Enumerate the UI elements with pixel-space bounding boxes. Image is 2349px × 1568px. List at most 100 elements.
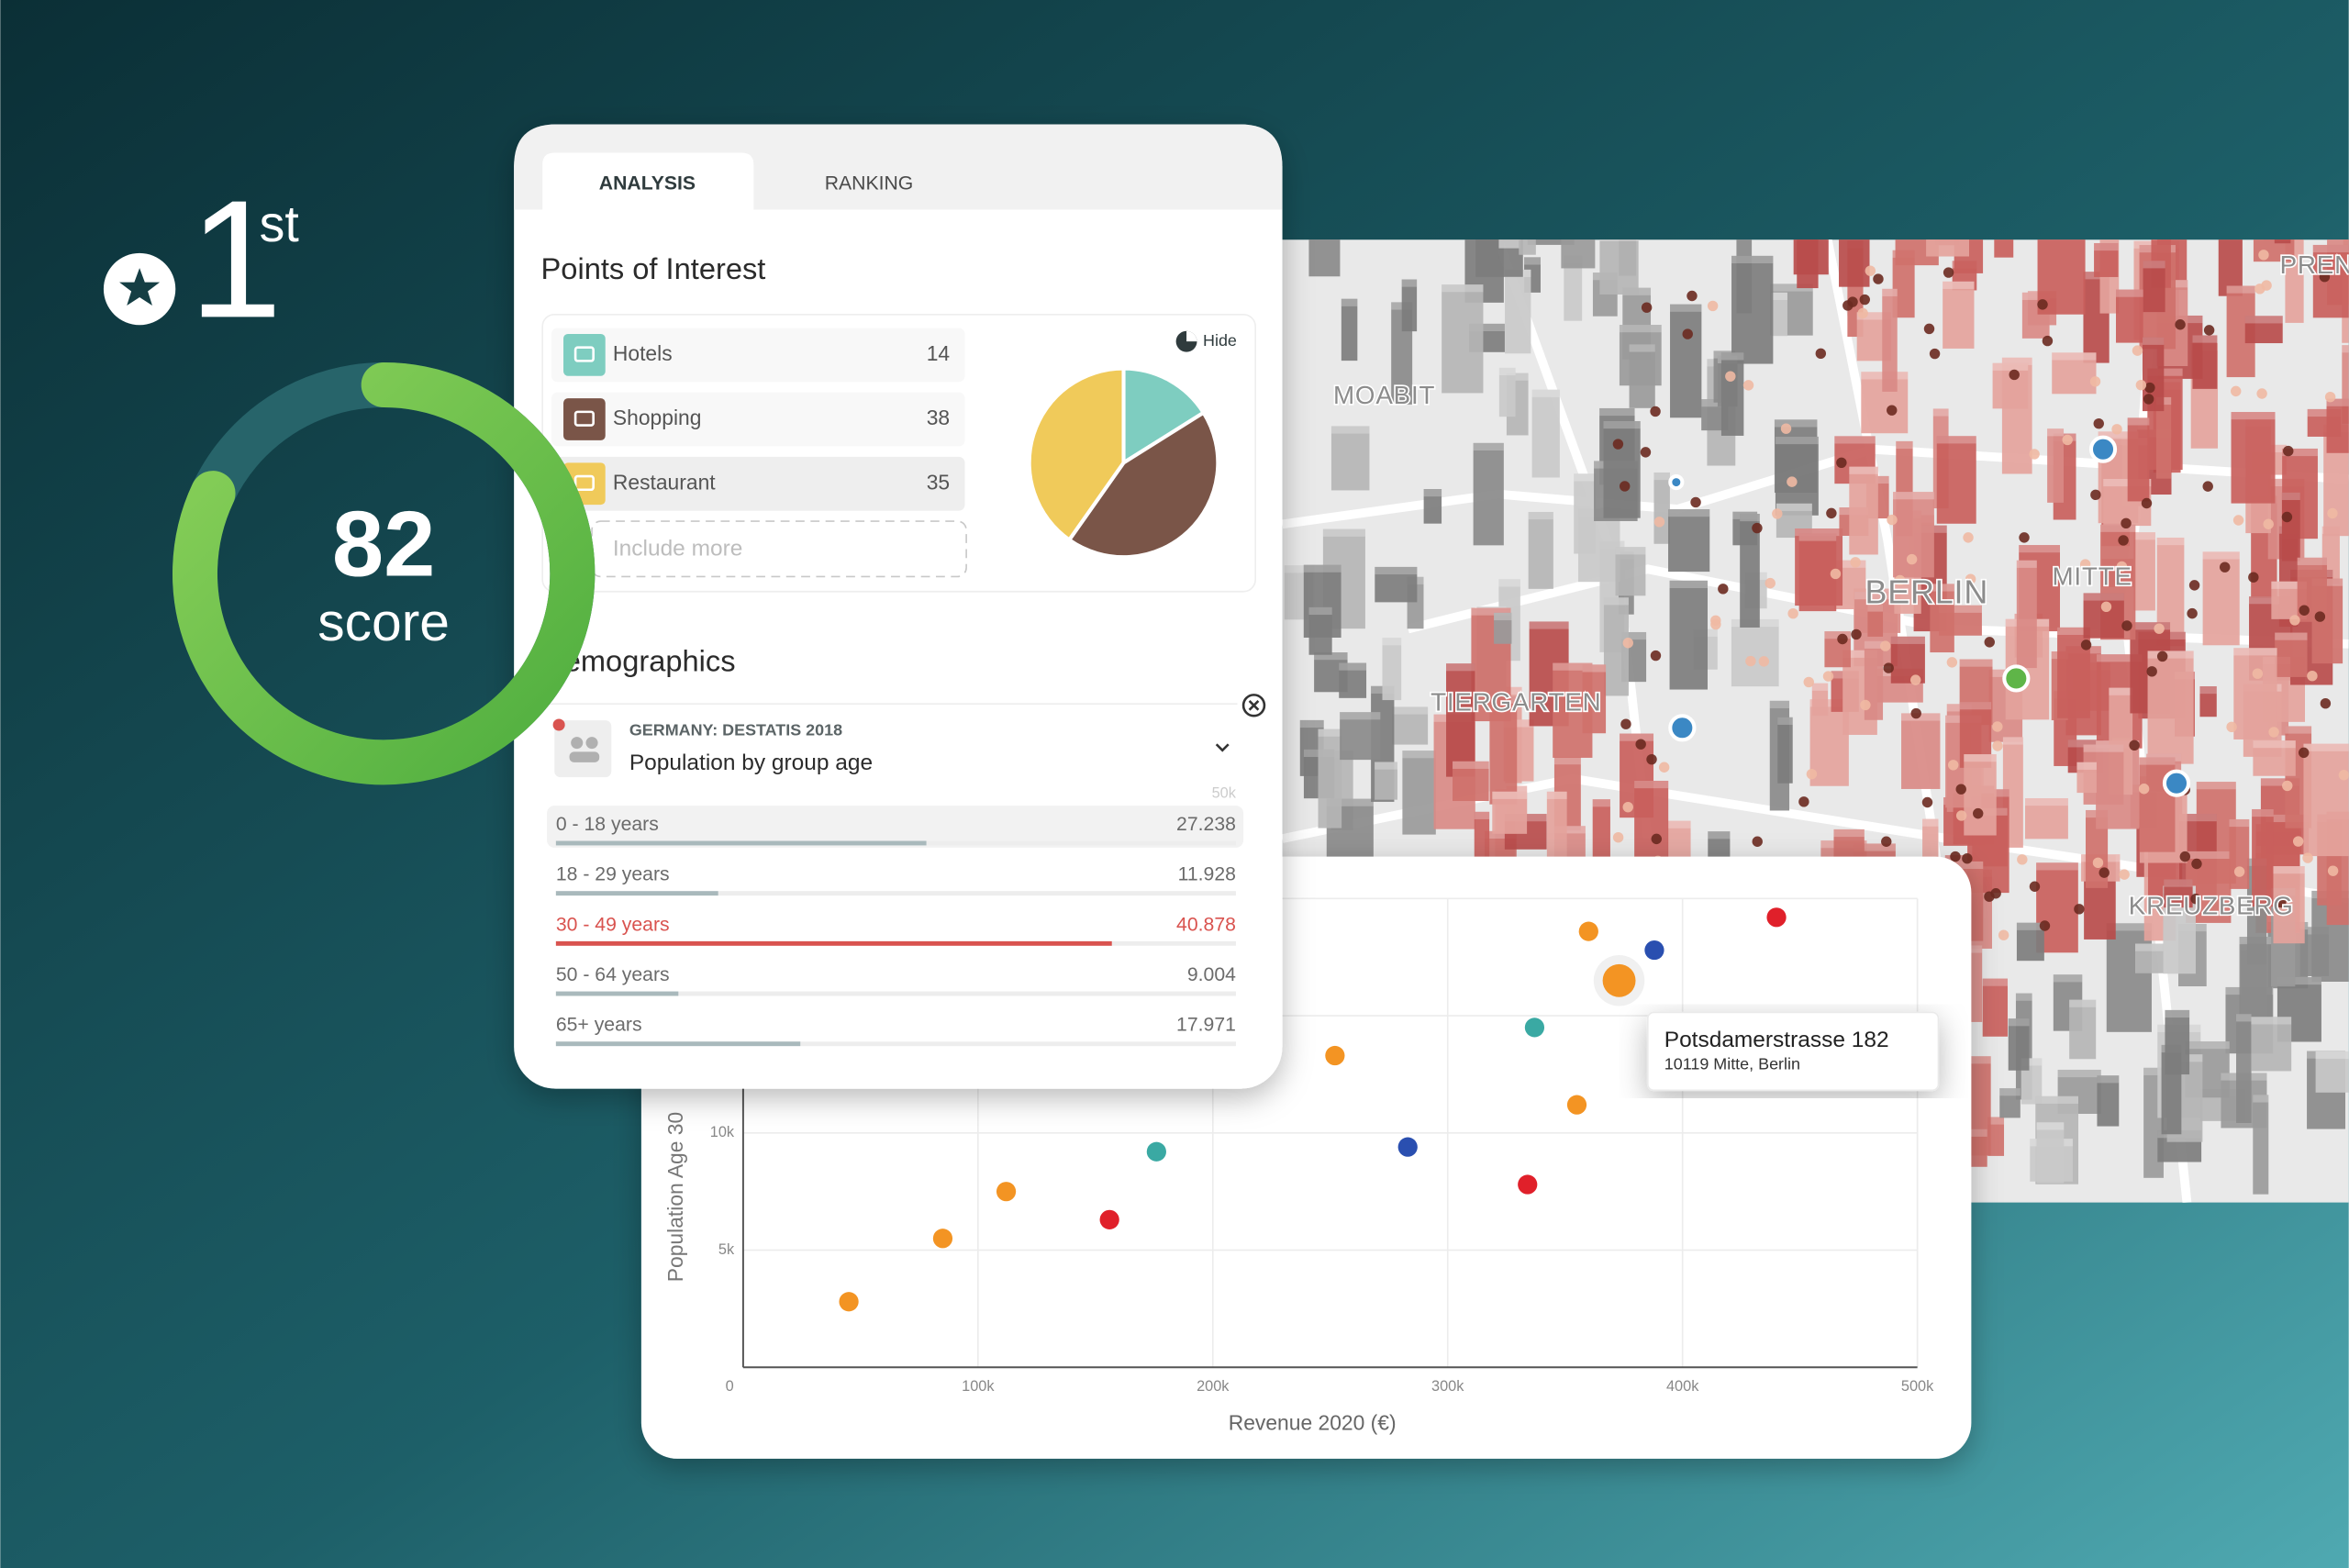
map-poi-dot: [2144, 382, 2155, 394]
map-poi-dot: [1972, 807, 1984, 819]
close-icon[interactable]: [1241, 694, 1266, 717]
building-roof: [1473, 442, 1504, 451]
row-label: 18 - 29 years: [556, 864, 670, 885]
map-poi-dot: [1752, 836, 1763, 847]
map-poi-dot: [2314, 611, 2326, 622]
bar-track: [555, 991, 1236, 996]
map-poi-dot: [1850, 557, 1861, 568]
map-poi-dot: [2254, 284, 2266, 295]
building: [2083, 593, 2124, 639]
building: [2312, 244, 2349, 318]
building-roof: [2196, 782, 2236, 790]
hide-label[interactable]: Hide: [1203, 331, 1237, 350]
point[interactable]: [1602, 963, 1636, 997]
map-poi-dot: [1943, 267, 1954, 278]
map-poi-dot: [2324, 391, 2336, 403]
map-poi-dot: [2248, 572, 2259, 583]
building-roof: [2098, 431, 2139, 439]
map-poi-dot: [1860, 699, 1871, 711]
row-label: 65+ years: [556, 1015, 642, 1036]
building-roof: [1308, 606, 1332, 616]
point[interactable]: [1518, 1174, 1538, 1195]
poi-row-bg[interactable]: [551, 456, 965, 511]
y-tick-label: 10k: [710, 1124, 735, 1140]
map-poi-dot: [2319, 271, 2331, 283]
building-roof: [2156, 537, 2185, 546]
include-more-label[interactable]: Include more: [613, 537, 742, 562]
building: [1475, 239, 1499, 260]
dataset-name: Population by group age: [629, 751, 873, 775]
poi-row-bg[interactable]: [551, 392, 965, 447]
building-roof: [2130, 622, 2171, 630]
point[interactable]: [1325, 1045, 1345, 1066]
building-roof: [2252, 808, 2274, 817]
building: [1775, 436, 1819, 516]
building-roof: [1960, 1129, 1987, 1137]
chevron[interactable]: [1215, 743, 1230, 752]
building-roof: [2179, 814, 2217, 822]
poi-count: 35: [927, 470, 950, 494]
building: [1926, 239, 1970, 257]
point[interactable]: [1524, 1018, 1545, 1038]
map-poi-dot: [2327, 865, 2339, 876]
map-poi-dot: [2307, 670, 2318, 682]
building-roof: [2251, 1017, 2292, 1025]
x-axis-label: Revenue 2020 (€): [1229, 1410, 1397, 1434]
building-roof: [2002, 737, 2023, 745]
map-poi-dot: [1910, 707, 1921, 719]
building: [2036, 1122, 2065, 1184]
building-roof: [1382, 638, 1402, 646]
pie-slice: [1121, 366, 1207, 467]
map-poi-dot: [2100, 601, 2112, 613]
poi-row-bg[interactable]: [551, 328, 965, 383]
building-roof: [1864, 640, 1884, 649]
map-poi-dot: [2281, 511, 2293, 523]
building-roof: [2057, 1069, 2101, 1078]
point[interactable]: [1146, 1141, 1166, 1162]
point[interactable]: [1099, 1209, 1119, 1229]
building: [1494, 612, 1512, 644]
building: [2315, 1051, 2349, 1093]
map-poi-dot: [2299, 605, 2310, 616]
point[interactable]: [1578, 921, 1598, 941]
y-axis-label: Population Age 30: [663, 1112, 687, 1282]
map-poi-dot: [2233, 866, 2245, 877]
point[interactable]: [932, 1229, 953, 1249]
map-poi-dot: [2116, 561, 2128, 573]
building-roof: [1930, 584, 1954, 592]
map-label: PRENZ: [2280, 250, 2349, 279]
point[interactable]: [1644, 940, 1664, 961]
point[interactable]: [1397, 1137, 1418, 1157]
building: [1498, 239, 1521, 249]
building-roof: [1299, 719, 1324, 728]
building-roof: [1950, 861, 1984, 870]
dataset-dot: [552, 718, 565, 731]
building-roof: [1834, 436, 1876, 444]
tab[interactable]: ANALYSIS: [599, 172, 696, 194]
building-roof: [1485, 830, 1517, 840]
people-icon: [569, 751, 600, 762]
active-tab[interactable]: [542, 152, 754, 210]
bar-track: [555, 1041, 1236, 1047]
map-poi-dot: [2191, 858, 2202, 870]
tooltip-bg: [1646, 1011, 1940, 1092]
point[interactable]: [839, 1292, 859, 1312]
hide-icon-cut: [1186, 330, 1197, 342]
building: [1629, 344, 1655, 408]
point[interactable]: [1566, 1095, 1587, 1115]
map-poi-dot: [2074, 904, 2085, 915]
building: [2127, 417, 2150, 502]
building: [2274, 239, 2291, 244]
point[interactable]: [1766, 907, 1787, 928]
building: [1391, 706, 1429, 745]
building-roof: [1731, 255, 1774, 264]
building: [2251, 1017, 2292, 1072]
tab[interactable]: RANKING: [825, 172, 914, 194]
bar: [555, 1041, 801, 1047]
building-roof: [2253, 740, 2296, 749]
point[interactable]: [996, 1182, 1017, 1202]
building-roof: [1936, 436, 1976, 444]
bar-track: [555, 891, 1236, 896]
building: [1474, 811, 1490, 865]
map-poi-dot: [1612, 831, 1624, 843]
